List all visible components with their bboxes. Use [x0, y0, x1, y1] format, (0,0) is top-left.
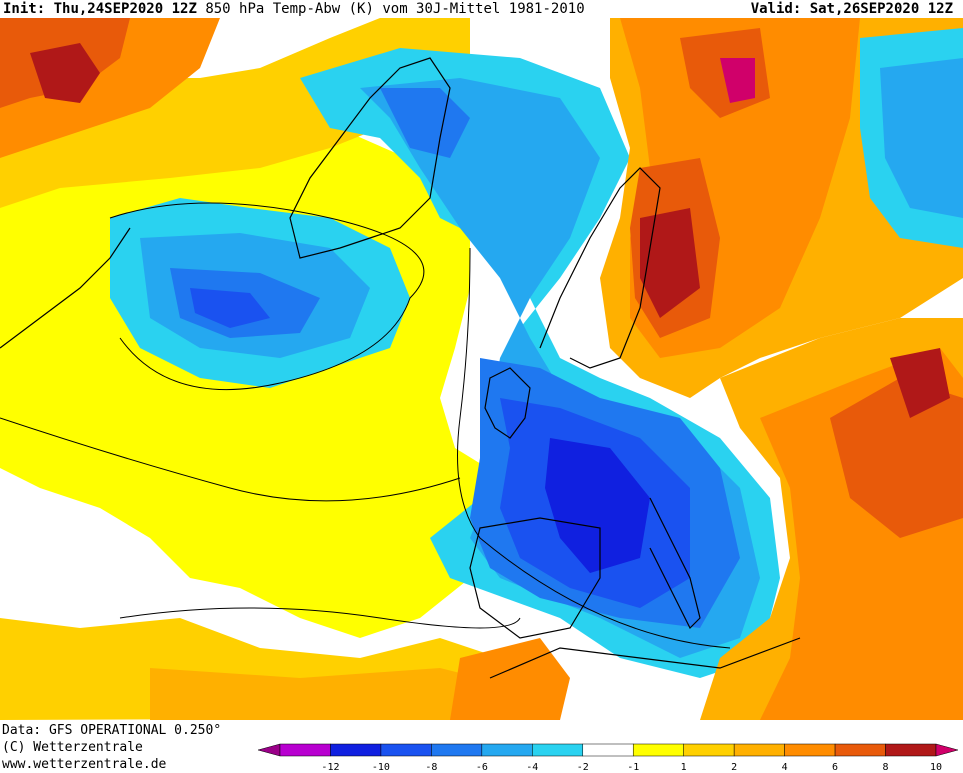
coast-greenland	[289, 57, 451, 259]
field-cold-6-west	[190, 288, 270, 328]
colorbar-segment	[330, 743, 382, 757]
init-label: Init:	[3, 1, 46, 17]
colorbar-segment	[784, 743, 836, 757]
colorbar-tick-label: -6	[476, 762, 488, 772]
map-footer: Data: GFS OPERATIONAL 0.250° (C) Wetterz…	[2, 722, 221, 773]
colorbar-segment	[935, 743, 958, 757]
contour-zero-south	[119, 607, 521, 629]
colorbar-tick-label: 8	[883, 762, 889, 772]
data-source-text: Data: GFS OPERATIONAL 0.250°	[2, 723, 222, 738]
field-cold-8-europe	[545, 438, 650, 573]
field-warm-10-east	[640, 208, 700, 318]
copyright-text: (C) Wetterzentrale	[2, 740, 143, 755]
colorbar-segment	[885, 743, 937, 757]
colorbar-tick-label: -12	[321, 762, 339, 772]
colorbar-segment	[834, 743, 886, 757]
map-header: Init: Thu,24SEP2020 12Z 850 hPa Temp-Abw…	[0, 0, 963, 20]
colorbar-segment	[380, 743, 432, 757]
colorbar-segment	[532, 743, 584, 757]
colorbar-tick-label: 2	[731, 762, 737, 772]
field-warm-10-nw	[30, 43, 100, 103]
field-warm-10-se	[890, 348, 950, 418]
coastlines	[0, 57, 801, 679]
coast-british-isles	[484, 367, 531, 439]
field-warm-12-north	[720, 58, 755, 103]
colorbar-tick-label: -2	[577, 762, 589, 772]
valid-label: Valid:	[750, 1, 802, 17]
anomaly-map	[0, 18, 963, 720]
field-cold-4-greenland	[380, 88, 470, 158]
init-time: Thu,24SEP2020 12Z	[53, 1, 197, 17]
colorbar-segment	[632, 743, 684, 757]
valid-info: Valid: Sat,26SEP2020 12Z	[751, 0, 953, 18]
field-warm-6-sw	[450, 638, 570, 720]
coast-scandinavia	[539, 167, 661, 369]
field-warm-8-se	[830, 378, 963, 538]
coast-italy	[649, 497, 701, 630]
parameter-title: 850 hPa Temp-Abw (K) vom 30J-Mittel 1981…	[205, 1, 585, 17]
coast-north-africa	[489, 637, 801, 679]
colorbar-segment	[279, 743, 331, 757]
website-url-text: www.wetterzentrale.de	[2, 757, 167, 772]
colorbar-tick-label: 10	[930, 762, 942, 772]
colorbar-segment	[481, 743, 533, 757]
colorbar-tick-label: -8	[425, 762, 437, 772]
colorbar-tick-label: 4	[782, 762, 788, 772]
contour-zero-west	[109, 202, 425, 391]
colorbar-segment	[733, 743, 785, 757]
colorbar-segment	[582, 743, 634, 757]
field-cold-2-ne	[880, 58, 963, 218]
colorbar-tick-label: 6	[832, 762, 838, 772]
colorbar-segment	[683, 743, 735, 757]
colorbar-segment	[431, 743, 483, 757]
init-info: Init: Thu,24SEP2020 12Z 850 hPa Temp-Abw…	[3, 0, 585, 18]
colorbar-tick-label: -4	[526, 762, 538, 772]
colorbar-tick-label: 1	[681, 762, 687, 772]
colorbar-segment	[258, 743, 281, 757]
coast-labrador	[0, 227, 131, 349]
colorbar-tick-label: -10	[372, 762, 390, 772]
colorbar-tick-label: -1	[627, 762, 639, 772]
coast-iberia	[469, 517, 601, 639]
colorbar: -12-10-8-6-4-2-1124681012	[258, 743, 958, 772]
contour-zero-atlantic	[0, 417, 461, 502]
valid-time: Sat,26SEP2020 12Z	[809, 1, 953, 17]
contour-lines	[0, 202, 731, 649]
contour-zero-europe	[457, 247, 731, 649]
